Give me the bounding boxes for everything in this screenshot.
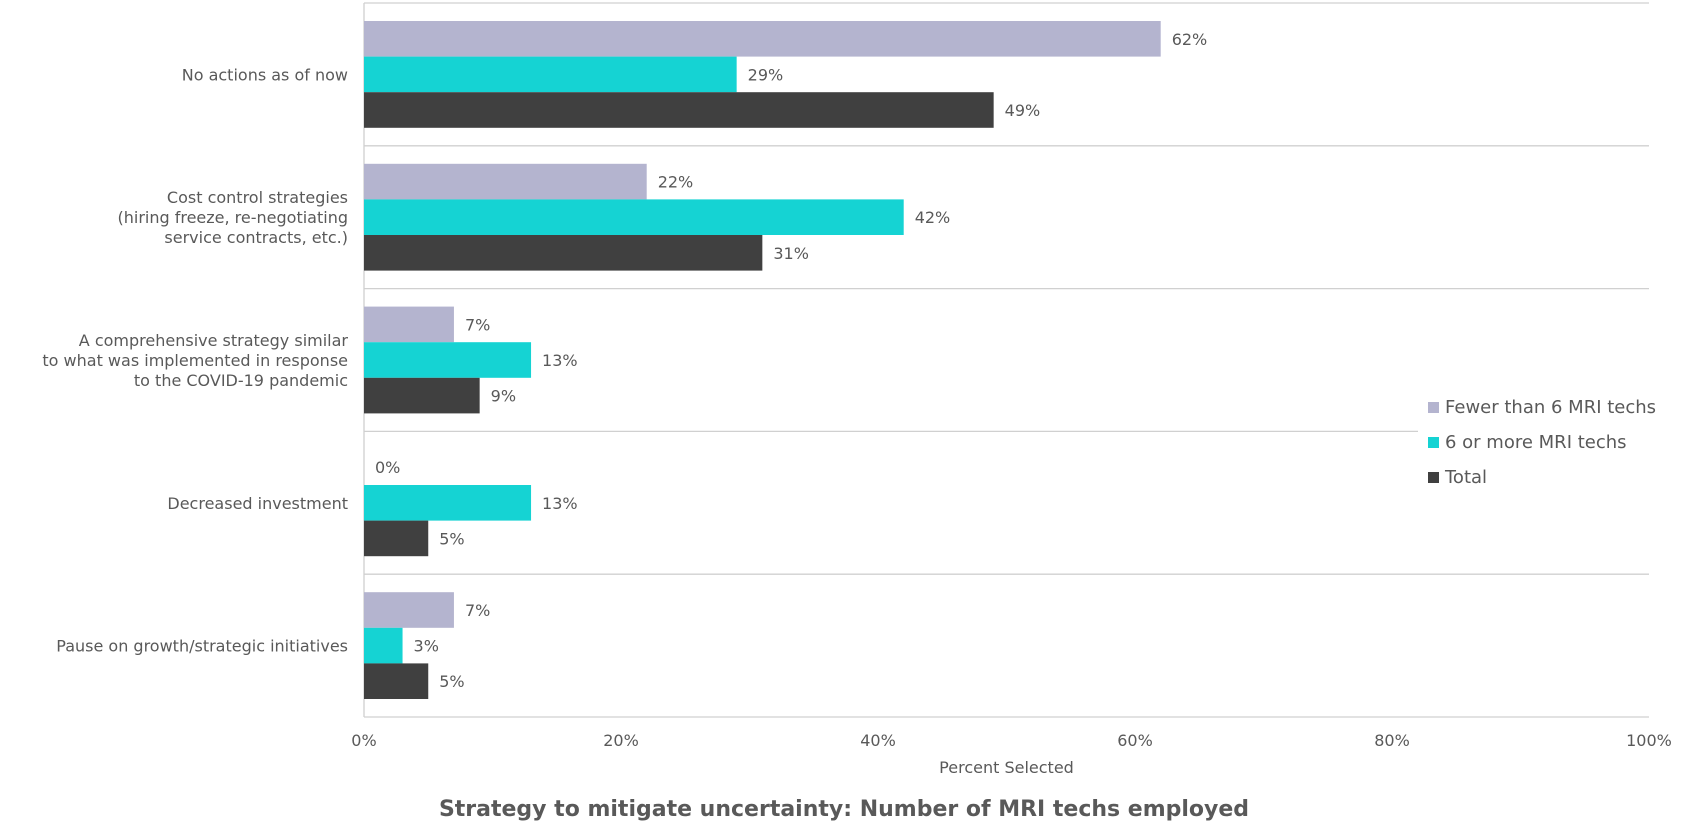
bar	[364, 163, 647, 200]
legend: Fewer than 6 MRI techs 6 or more MRI tec…	[1418, 386, 1665, 499]
chart-title: Strategy to mitigate uncertainty: Number…	[438, 797, 1250, 822]
category-label: Pause on growth/strategic initiatives	[56, 637, 348, 656]
bar	[364, 663, 429, 699]
data-label: 7%	[465, 315, 490, 334]
x-tick-label: 100%	[1626, 731, 1672, 750]
x-tick-label: 60%	[1117, 731, 1153, 750]
category-label: Decreased investment	[167, 494, 348, 513]
data-label: 29%	[748, 65, 784, 84]
data-label: 5%	[439, 672, 464, 691]
data-label: 7%	[465, 601, 490, 620]
legend-swatch	[1428, 437, 1439, 448]
data-label: 13%	[542, 351, 578, 370]
bar	[364, 520, 429, 557]
legend-label: Total	[1445, 467, 1488, 488]
x-tick-label: 20%	[603, 731, 639, 750]
data-label: 31%	[773, 244, 809, 263]
bar	[364, 377, 480, 414]
legend-item-total: Total	[1428, 460, 1656, 495]
x-tick-label: 40%	[860, 731, 896, 750]
bar	[364, 199, 904, 235]
data-label: 5%	[439, 529, 464, 548]
bar	[364, 21, 1161, 57]
legend-swatch	[1428, 402, 1439, 413]
data-label: 42%	[915, 208, 951, 227]
category-label: A comprehensive strategy similar to what …	[42, 331, 348, 390]
data-label: 22%	[658, 173, 694, 192]
legend-label: Fewer than 6 MRI techs	[1445, 397, 1657, 418]
data-label: 0%	[375, 458, 400, 477]
legend-item-6-or-more: 6 or more MRI techs	[1428, 425, 1656, 460]
bar	[364, 235, 763, 271]
data-label: 49%	[1005, 101, 1041, 120]
data-label: 9%	[491, 387, 516, 406]
category-label: Cost control strategies (hiring freeze, r…	[117, 188, 348, 247]
x-tick-label: 0%	[351, 731, 376, 750]
legend-item-fewer-than-6: Fewer than 6 MRI techs	[1428, 390, 1656, 425]
legend-swatch	[1428, 472, 1439, 483]
bar	[364, 306, 454, 343]
data-label: 13%	[542, 494, 578, 513]
bar	[364, 627, 403, 664]
x-tick-label: 80%	[1374, 731, 1410, 750]
legend-label: 6 or more MRI techs	[1445, 432, 1627, 453]
bar	[364, 342, 532, 378]
data-label: 3%	[414, 637, 439, 656]
category-label: No actions as of now	[182, 65, 348, 84]
bar	[364, 485, 532, 521]
bar	[364, 592, 454, 628]
x-axis-label: Percent Selected	[939, 758, 1074, 777]
data-label: 62%	[1172, 30, 1208, 49]
bar	[364, 92, 994, 128]
bar	[364, 56, 737, 93]
